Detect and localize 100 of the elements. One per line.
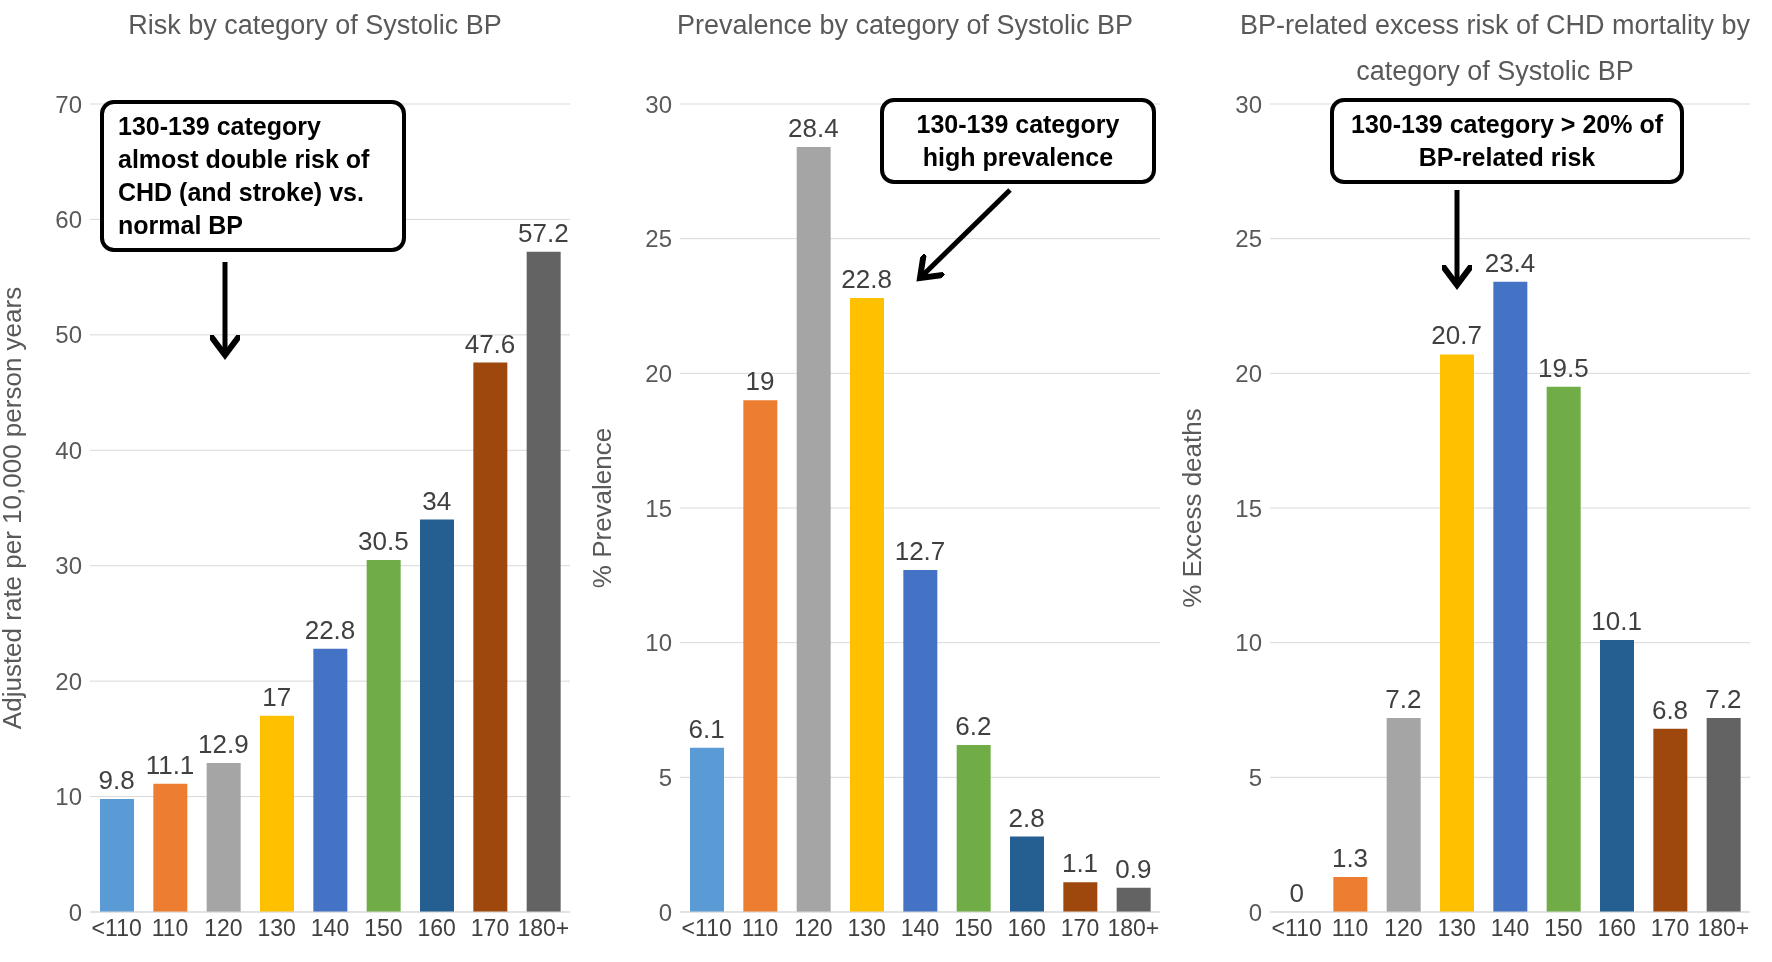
y-tick-label: 20 <box>55 667 82 695</box>
x-tick-label: 160 <box>1597 915 1636 942</box>
x-tick-label: 170 <box>1060 915 1100 942</box>
y-tick-label: 20 <box>1235 359 1262 387</box>
y-tick-label: 15 <box>1235 494 1262 522</box>
bar <box>1010 836 1044 912</box>
data-label: 9.8 <box>98 764 135 795</box>
data-label: 22.8 <box>841 263 892 294</box>
chart-title: Prevalence by category of Systolic BP <box>675 9 1135 42</box>
bar <box>260 715 294 912</box>
x-tick-label: 160 <box>417 915 456 942</box>
y-tick-label: 10 <box>645 629 672 657</box>
x-tick-label: 120 <box>1384 915 1423 942</box>
bar <box>1063 882 1098 912</box>
bar <box>1546 386 1581 912</box>
bar <box>153 783 188 912</box>
x-tick-label: 150 <box>364 915 403 942</box>
data-label: 12.7 <box>894 535 946 566</box>
y-tick-label: 40 <box>55 436 82 464</box>
x-tick-label: 180+ <box>517 915 570 942</box>
data-label: 1.3 <box>1331 842 1369 873</box>
data-label: 2.8 <box>1008 802 1045 833</box>
x-tick-label: 170 <box>470 915 510 942</box>
bar <box>743 400 778 912</box>
bar <box>1116 887 1151 912</box>
bar <box>526 251 561 912</box>
data-label: 30.5 <box>358 525 409 556</box>
x-tick-label: 160 <box>1007 915 1046 942</box>
y-tick-label: 60 <box>55 205 82 233</box>
x-tick-label: 110 <box>151 915 189 942</box>
bar <box>1386 718 1421 912</box>
y-axis-title: % Excess deaths <box>1177 408 1208 608</box>
bar <box>1600 639 1634 912</box>
bar <box>850 297 884 912</box>
x-tick-label: <110 <box>91 915 142 942</box>
bar <box>420 519 454 912</box>
y-axis-title: % Prevalence <box>587 427 618 589</box>
y-tick-label: 25 <box>645 225 672 253</box>
data-label: 20.7 <box>1431 320 1482 351</box>
y-tick-label: 10 <box>1235 629 1262 657</box>
bar <box>1333 876 1368 912</box>
y-tick-label: 5 <box>1248 763 1262 791</box>
y-tick-label: 0 <box>68 898 82 926</box>
x-tick-label: 130 <box>847 915 886 942</box>
bar <box>313 648 348 912</box>
data-label: 6.1 <box>688 713 725 744</box>
data-label: 1.1 <box>1061 848 1099 879</box>
chart-title: Risk by category of Systolic BP <box>127 9 503 42</box>
x-tick-label: 110 <box>1331 915 1369 942</box>
y-tick-label: 20 <box>645 359 672 387</box>
data-label: 19 <box>745 366 775 397</box>
bar <box>366 559 401 912</box>
data-label: 0 <box>1289 878 1304 908</box>
annotation: 130-139 category high prevalence <box>880 98 1156 184</box>
y-tick-label: 10 <box>55 783 82 811</box>
data-label: 6.8 <box>1651 694 1689 725</box>
y-tick-label: 50 <box>55 321 82 349</box>
bar <box>1706 718 1741 912</box>
x-tick-label: 120 <box>204 915 243 942</box>
y-tick-label: 30 <box>645 90 672 118</box>
y-tick-label: 30 <box>55 552 82 580</box>
data-label: 34 <box>422 485 452 516</box>
bar <box>473 362 508 912</box>
y-tick-label: 30 <box>1235 90 1262 118</box>
x-tick-label: <110 <box>1271 915 1322 942</box>
y-tick-label: 15 <box>645 494 672 522</box>
data-label: 11.1 <box>145 749 195 780</box>
bar <box>903 569 938 912</box>
data-label: 7.2 <box>1385 684 1422 715</box>
data-label: 23.4 <box>1484 247 1536 278</box>
y-tick-label: 0 <box>1248 898 1262 926</box>
x-tick-label: 180+ <box>1107 915 1160 942</box>
data-label: 0.9 <box>1115 853 1152 884</box>
bar <box>956 745 991 912</box>
x-tick-label: 170 <box>1650 915 1690 942</box>
data-label: 7.2 <box>1705 684 1742 715</box>
bar <box>1653 728 1688 912</box>
x-tick-label: 110 <box>741 915 779 942</box>
y-tick-label: 70 <box>55 90 82 118</box>
bar <box>1493 281 1528 912</box>
bar <box>1440 354 1474 912</box>
data-label: 22.8 <box>304 614 356 645</box>
x-tick-label: 180+ <box>1697 915 1750 942</box>
chart-title: BP-related excess risk of CHD mortality by category of Systolic BP <box>1239 10 1751 86</box>
annotation: 130-139 category almost double risk of CHD (and stroke) vs. normal BP <box>100 100 406 252</box>
x-tick-label: 140 <box>310 915 350 942</box>
x-tick-label: 140 <box>1490 915 1530 942</box>
data-label: 19.5 <box>1538 352 1589 383</box>
x-tick-label: <110 <box>681 915 732 942</box>
y-tick-label: 5 <box>658 763 672 791</box>
data-label: 10.1 <box>1591 605 1642 636</box>
x-tick-label: 150 <box>954 915 993 942</box>
x-tick-label: 140 <box>900 915 940 942</box>
x-tick-label: 130 <box>257 915 296 942</box>
bar <box>206 763 241 912</box>
data-label: 47.6 <box>464 328 516 359</box>
bar <box>100 798 134 912</box>
data-label: 6.2 <box>955 711 992 742</box>
annotation: 130-139 category > 20% of BP-related risk <box>1330 98 1684 184</box>
y-axis-title: Adjusted rate per 10,000 person years <box>0 286 28 730</box>
